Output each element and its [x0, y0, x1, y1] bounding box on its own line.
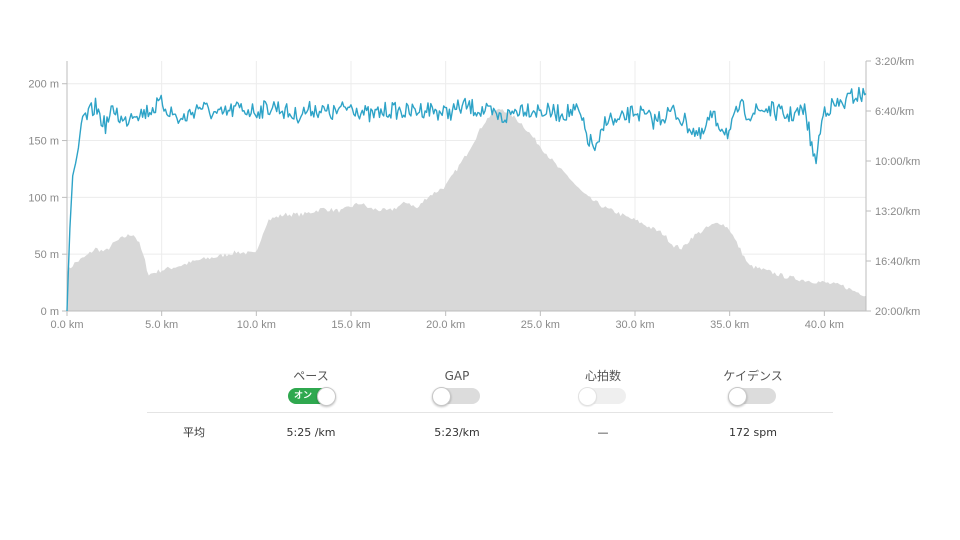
right-tick-label: 3:20/km: [875, 56, 914, 68]
x-tick-label: 15.0 km: [331, 319, 370, 331]
summary-pace-value: 5:25 /km: [286, 426, 336, 439]
summary-gap-value: 5:23/km: [434, 426, 480, 439]
toggle-knob: [432, 387, 451, 406]
pace-toggle[interactable]: オン: [288, 387, 336, 406]
heart-rate-toggle: [578, 387, 626, 406]
left-tick-label: 100 m: [28, 192, 59, 204]
toggle-column-heart-rate: 心拍数: [538, 368, 668, 408]
cadence-toggle[interactable]: [728, 387, 776, 406]
toggle-column-pace: ペース オン: [246, 368, 376, 408]
toggle-column-cadence: ケイデンス: [688, 368, 818, 408]
summary-row-label: 平均: [183, 426, 205, 439]
left-tick-label: 50 m: [35, 249, 59, 261]
x-tick-label: 0.0 km: [50, 319, 83, 331]
axes: [62, 60, 871, 316]
right-tick-label: 13:20/km: [875, 206, 920, 218]
pace-line: [66, 86, 867, 312]
x-tick-label: 25.0 km: [521, 319, 560, 331]
gap-toggle[interactable]: [432, 387, 480, 406]
x-tick-label: 10.0 km: [237, 319, 276, 331]
summary-divider: [147, 412, 833, 413]
toggle-knob: [317, 387, 336, 406]
left-axis-ticks: 0 m 50 m 100 m 150 m 200 m: [28, 79, 59, 318]
x-tick-label: 5.0 km: [145, 319, 178, 331]
toggle-knob: [728, 387, 747, 406]
toggle-column-gap: GAP: [392, 368, 522, 408]
right-tick-label: 16:40/km: [875, 256, 920, 268]
right-tick-label: 10:00/km: [875, 156, 920, 168]
cadence-toggle-label: ケイデンス: [723, 369, 783, 383]
right-tick-label: 6:40/km: [875, 106, 914, 118]
left-tick-label: 200 m: [28, 79, 59, 91]
x-tick-label: 30.0 km: [615, 319, 654, 331]
heart-rate-toggle-label: 心拍数: [584, 369, 621, 383]
right-axis-ticks: 3:20/km 6:40/km 10:00/km 13:20/km 16:40/km 20…: [875, 56, 920, 318]
summary-cadence-value: 172 spm: [729, 426, 777, 439]
pace-elevation-chart: 0.0 km 5.0 km 10.0 km 15.0 km 20.0 km 25.0 km…: [28, 56, 920, 331]
left-tick-label: 0 m: [41, 306, 59, 318]
summary-heart-rate-value: —: [597, 426, 609, 439]
pace-toggle-label: ペース: [293, 369, 329, 383]
x-axis-ticks: 0.0 km 5.0 km 10.0 km 15.0 km 20.0 km 25.0 km…: [50, 319, 843, 331]
right-tick-label: 20:00/km: [875, 306, 920, 318]
gap-toggle-label: GAP: [444, 369, 470, 383]
x-tick-label: 35.0 km: [710, 319, 749, 331]
toggle-knob: [578, 387, 597, 406]
left-tick-label: 150 m: [28, 136, 59, 148]
toggle-on-text: オン: [294, 391, 313, 401]
x-tick-label: 20.0 km: [426, 319, 465, 331]
elevation-area: [67, 108, 866, 311]
x-tick-label: 40.0 km: [805, 319, 844, 331]
